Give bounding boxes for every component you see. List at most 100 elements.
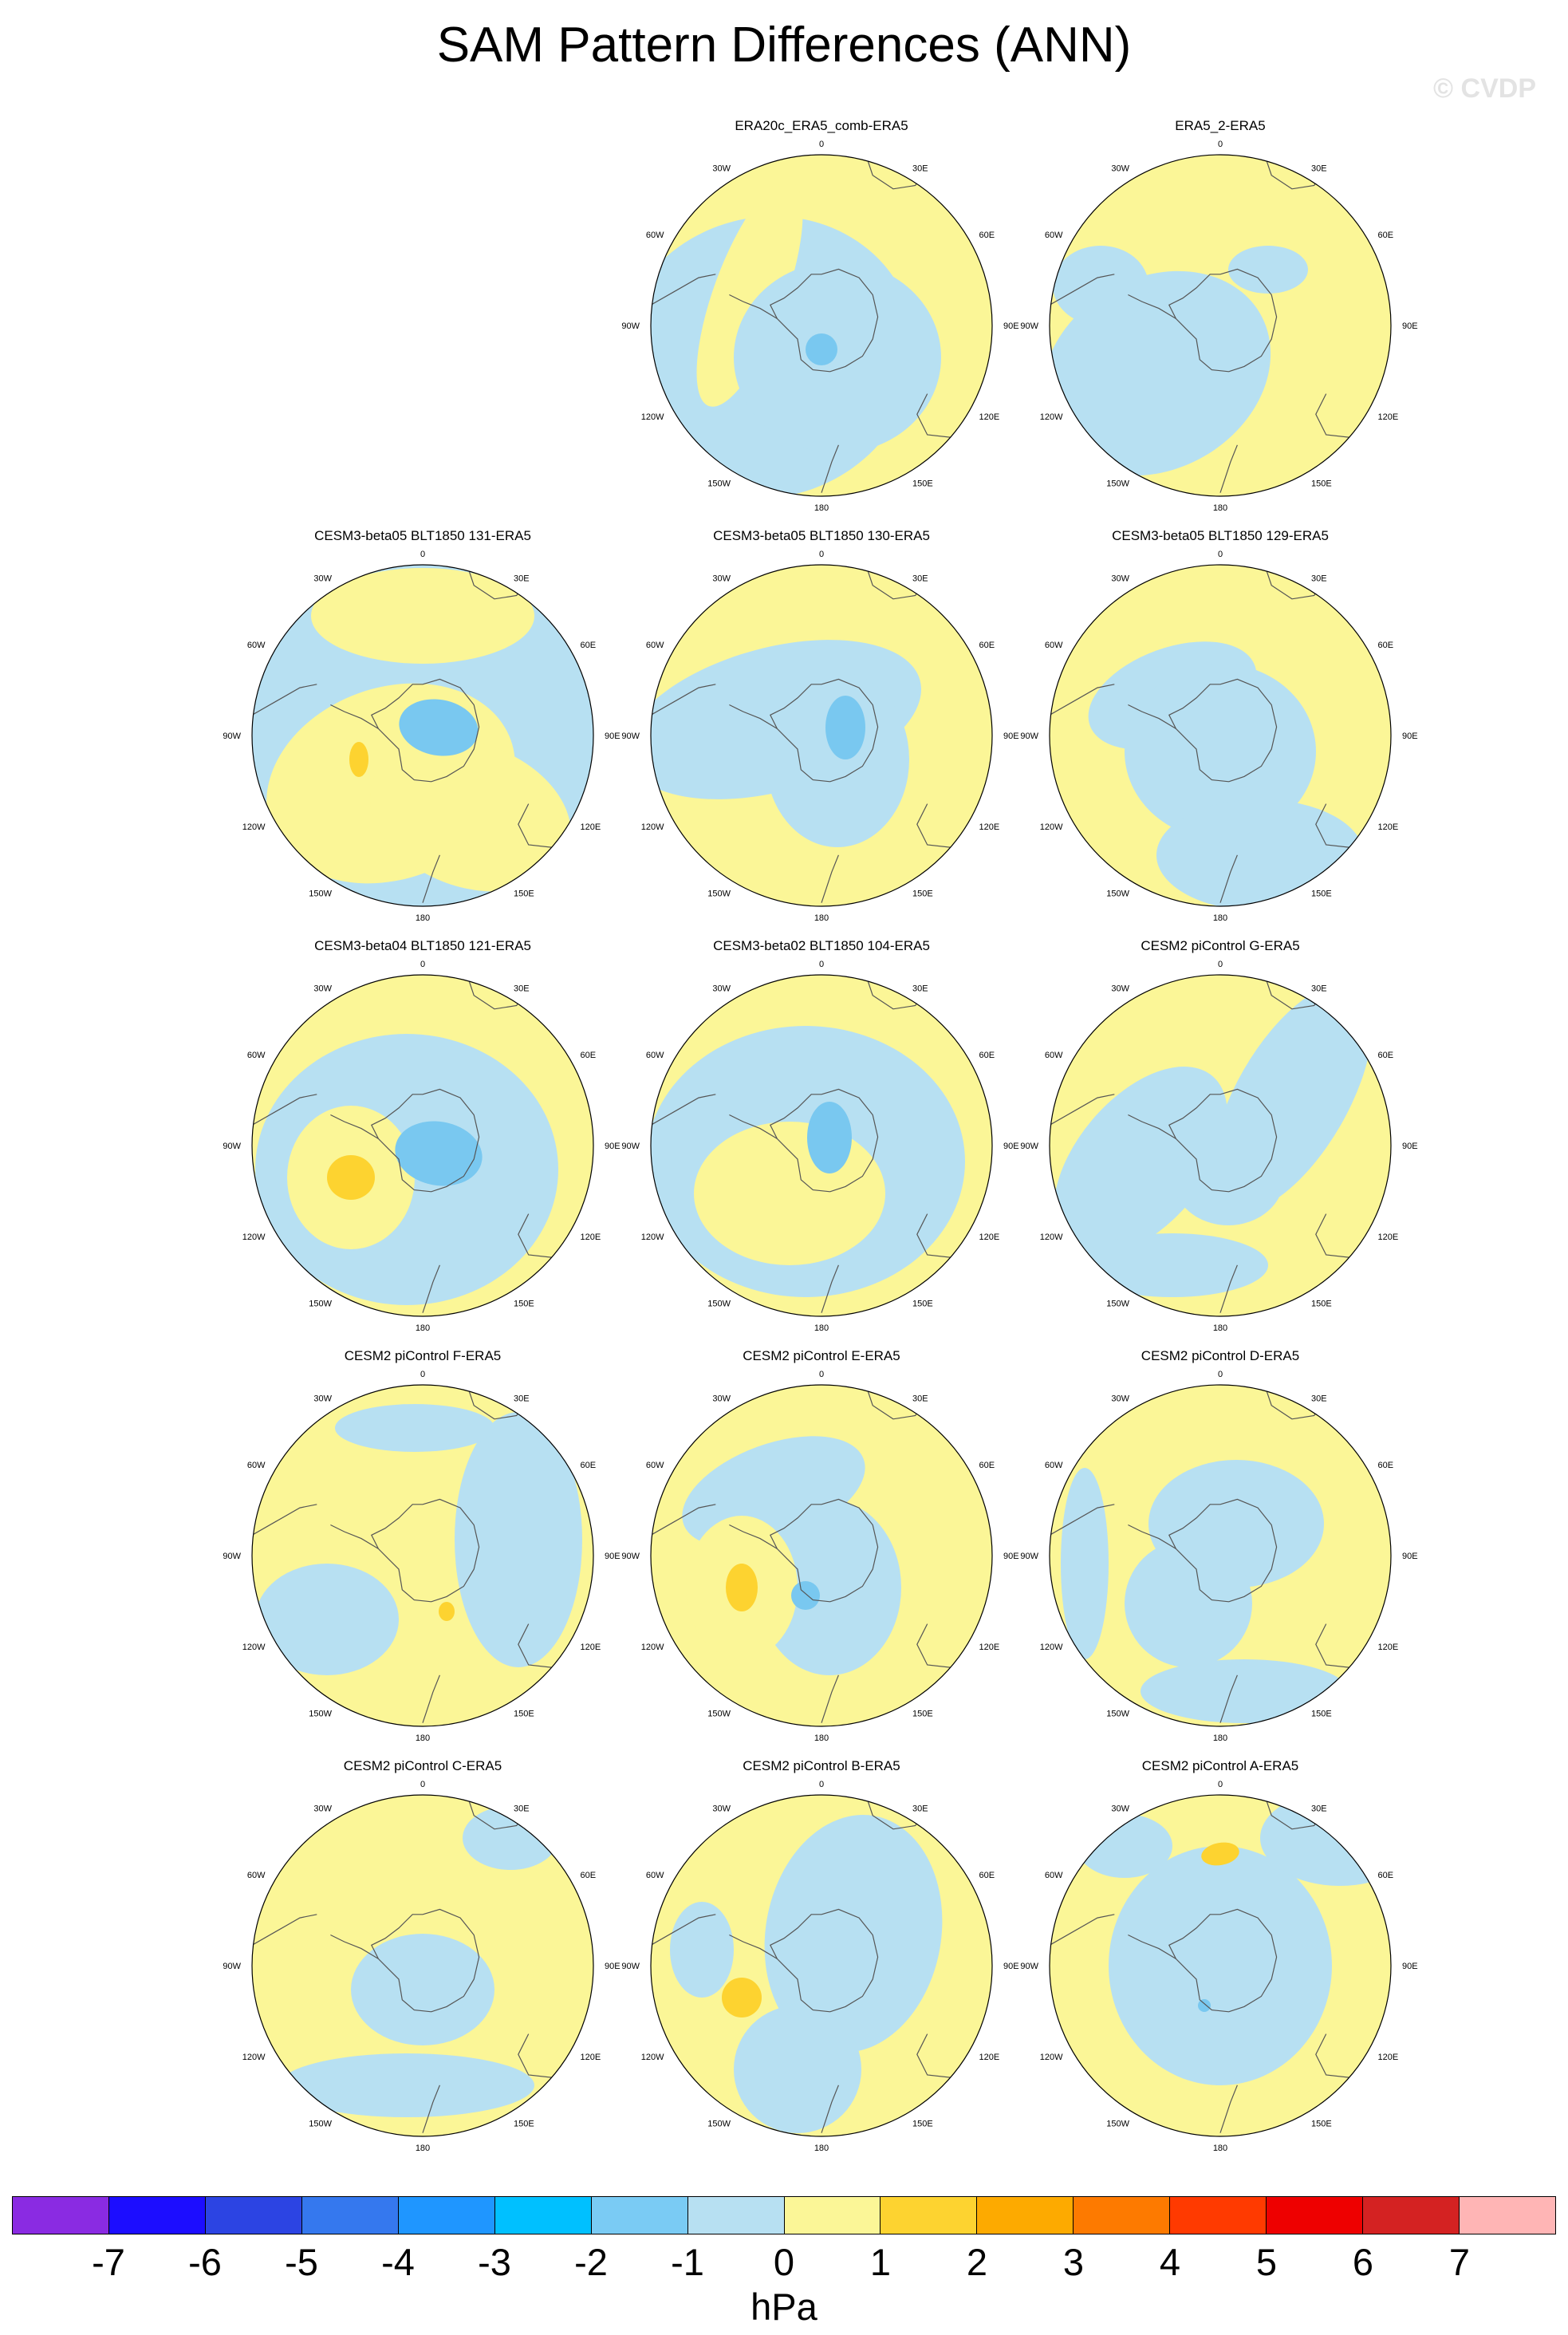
- coastline: [729, 294, 778, 319]
- longitude-label: 180: [416, 1734, 430, 1743]
- coastline: [1168, 268, 1278, 373]
- colorbar-tick-label: -4: [381, 2241, 415, 2283]
- longitude-label: 60W: [1045, 1871, 1063, 1880]
- map-border: [650, 1384, 993, 1727]
- coastline: [252, 684, 317, 716]
- longitude-label: 120E: [581, 822, 601, 832]
- longitude-label: 120W: [242, 1643, 266, 1652]
- map-border: [251, 974, 594, 1317]
- longitude-label: 90W: [621, 321, 640, 331]
- polar-map: 0 30E 60E 90E 120E 150E 180 150W 120W 90W 60W 30W: [1020, 550, 1417, 923]
- map-border: [1049, 974, 1392, 1317]
- colorbar-ticks: -7 -6 -5 -4 -3 -2 -1 0 1 2 3 4 5 6 7: [0, 2240, 1568, 2288]
- colorbar-box: [881, 2197, 978, 2234]
- longitude-label: 60W: [1045, 231, 1063, 240]
- longitude-label: 150E: [514, 889, 534, 899]
- contour-region: [463, 1806, 558, 1870]
- contour-region: [439, 1602, 455, 1621]
- colorbar-box: [13, 2197, 109, 2234]
- longitude-label: 30E: [514, 984, 530, 994]
- longitude-label: 30E: [1311, 1394, 1327, 1404]
- longitude-label: 60E: [1378, 1051, 1394, 1060]
- map-panel: CESM2 piControl A-ERA5 0 30E 60E 90E 120E 150E…: [1013, 1758, 1428, 2173]
- longitude-label: 90W: [1020, 1142, 1038, 1151]
- contour-region: [370, 739, 571, 892]
- longitude-label: 150W: [707, 479, 731, 489]
- longitude-label: 60E: [1378, 641, 1394, 650]
- longitude-label: 60W: [646, 641, 664, 650]
- coastline: [1128, 1524, 1176, 1549]
- longitude-label: 120E: [1378, 412, 1399, 422]
- longitude-label: 120W: [641, 2053, 664, 2062]
- longitude-label: 0: [819, 550, 824, 559]
- coastline: [1128, 1114, 1176, 1139]
- longitude-label: 60W: [247, 1461, 266, 1470]
- contour-region: [311, 568, 534, 664]
- longitude-label: 90E: [1402, 1552, 1418, 1561]
- colorbar-tick-label: 1: [869, 2241, 892, 2283]
- longitude-label: 90E: [1003, 321, 1019, 331]
- coastline: [252, 1914, 317, 1946]
- longitude-label: 120W: [242, 822, 266, 832]
- longitude-label: 180: [1213, 1734, 1227, 1743]
- longitude-label: 30W: [1111, 984, 1129, 994]
- colorbar-tick-label: 7: [1448, 2241, 1471, 2283]
- contour-region: [1061, 1468, 1109, 1659]
- coastline: [1219, 2085, 1238, 2133]
- longitude-label: 90W: [223, 1142, 241, 1151]
- longitude-label: 150E: [514, 1300, 534, 1309]
- longitude-label: 60W: [1045, 1051, 1063, 1060]
- colorbar-tick-label: -2: [574, 2241, 608, 2283]
- map-panel: CESM2 piControl B-ERA5 0 30E 60E 90E 120E 150E…: [614, 1758, 1029, 2173]
- coastline: [1168, 678, 1278, 783]
- longitude-label: 150W: [309, 1300, 332, 1309]
- longitude-label: 150W: [707, 889, 731, 899]
- coastline: [1128, 704, 1176, 729]
- contour-region: [1077, 1814, 1172, 1878]
- longitude-label: 90W: [223, 732, 241, 741]
- longitude-label: 0: [819, 1780, 824, 1789]
- polar-map: 0 30E 60E 90E 120E 150E 180 150W 120W 90W 60W 30W: [1020, 960, 1417, 1333]
- longitude-label: 180: [814, 2144, 829, 2153]
- colorbar-tick-label: -3: [478, 2241, 511, 2283]
- contour-region: [734, 2006, 861, 2133]
- map-panel: CESM2 piControl D-ERA5 0 30E 60E 90E 120E 150E…: [1013, 1348, 1428, 1763]
- coastline: [422, 2085, 440, 2133]
- longitude-label: 150W: [1106, 1710, 1129, 1719]
- longitude-label: 180: [814, 503, 829, 513]
- coastline: [1050, 1914, 1115, 1946]
- longitude-label: 150E: [912, 889, 933, 899]
- map-border: [650, 1794, 993, 2137]
- contour-region: [255, 1564, 399, 1675]
- map-border: [1049, 564, 1392, 907]
- longitude-label: 0: [1218, 1370, 1223, 1379]
- map-panel: CESM2 piControl F-ERA5 0 30E 60E 90E 120E 150E…: [215, 1348, 630, 1763]
- contour-region: [807, 1102, 852, 1173]
- longitude-label: 60W: [646, 1051, 664, 1060]
- longitude-label: 30W: [712, 164, 731, 174]
- longitude-label: 150W: [309, 1710, 332, 1719]
- map-panel: ERA5_2-ERA5 0 30E 60E 90E 120E 150E 180 150W 120W…: [1013, 118, 1428, 533]
- longitude-label: 90E: [1402, 321, 1418, 331]
- panel-title: CESM2 piControl B-ERA5: [743, 1758, 900, 1773]
- coastline: [729, 1114, 778, 1139]
- contour-region: [1172, 1130, 1284, 1225]
- coastline: [769, 1088, 879, 1193]
- longitude-label: 180: [814, 1734, 829, 1743]
- longitude-label: 90W: [1020, 1962, 1038, 1971]
- contour-region: [1260, 1795, 1391, 1886]
- longitude-label: 120E: [979, 1233, 1000, 1242]
- colorbar-box: [1267, 2197, 1364, 2234]
- longitude-label: 0: [420, 960, 425, 969]
- contour-region: [825, 696, 865, 759]
- longitude-label: 120E: [581, 2053, 601, 2062]
- longitude-label: 150E: [912, 479, 933, 489]
- longitude-label: 60E: [1378, 231, 1394, 240]
- longitude-label: 180: [1213, 913, 1227, 923]
- contour-region: [1156, 799, 1364, 906]
- coastline: [769, 268, 879, 373]
- contour-region: [722, 1978, 762, 2017]
- coastline: [1219, 1674, 1238, 1723]
- polar-map: 0 30E 60E 90E 120E 150E 180 150W 120W 90W 60W 30W: [621, 1370, 1018, 1743]
- longitude-label: 30W: [712, 1804, 731, 1814]
